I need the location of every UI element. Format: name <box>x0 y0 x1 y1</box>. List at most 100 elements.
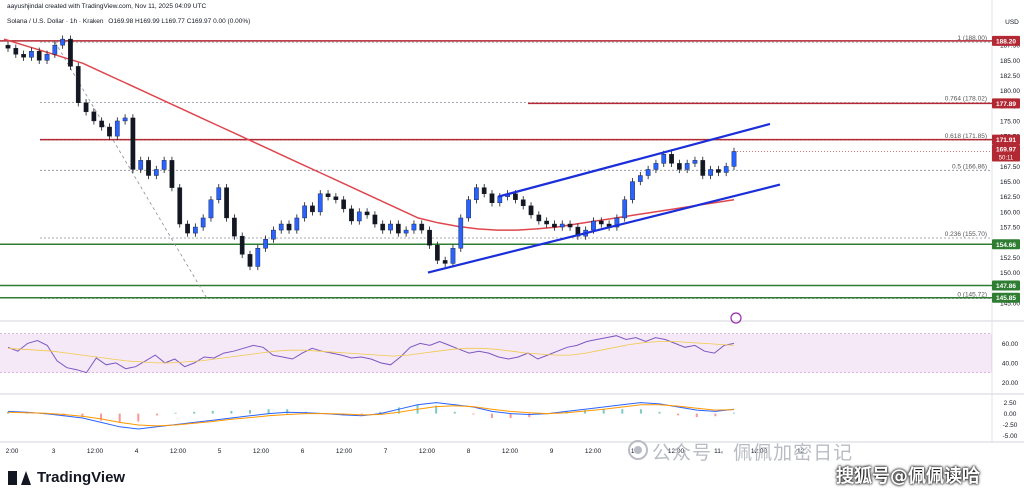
candle-body <box>700 160 706 176</box>
wechat-icon <box>628 440 648 460</box>
candle-body <box>528 205 534 216</box>
level-price-tag <box>992 239 1020 250</box>
price-tick-label: 150.00 <box>1000 270 1020 277</box>
candle-body <box>99 120 105 128</box>
rsi-tick-label: 60.00 <box>1002 341 1019 348</box>
rsi-line <box>7 335 735 374</box>
candle-body <box>395 223 401 234</box>
candle-body <box>29 51 34 58</box>
candle-body <box>731 151 737 167</box>
candle-body <box>708 169 713 176</box>
candle-body <box>349 208 354 222</box>
macd-tick-label: -5.00 <box>1003 433 1018 440</box>
candle-body <box>146 160 151 176</box>
macd-histogram-bar <box>249 410 251 414</box>
macd-histogram-bar <box>509 413 512 418</box>
candle-body <box>622 199 628 219</box>
candle-body <box>333 196 339 200</box>
watermark-small: 搜狐号@佩佩读哈 <box>836 466 980 487</box>
level-price-tag <box>992 280 1020 291</box>
time-tick-label: 12:00 <box>87 448 104 455</box>
time-tick-label: 12:00 <box>170 448 187 455</box>
candle-body <box>185 223 190 234</box>
time-axis: 2:00 3 12:00 4 12:00 5 12:00 6 12:00 7 12:00 8 12:00… <box>6 448 805 455</box>
candle-body <box>208 199 214 219</box>
macd-histogram-bar <box>714 413 717 417</box>
moving-average-line <box>3 38 735 231</box>
macd-histogram-bar <box>602 409 605 414</box>
time-tick-label: 12:00 <box>336 448 353 455</box>
price-tick-label: 182.50 <box>1000 73 1020 80</box>
candle-body <box>388 223 393 231</box>
time-tick-label: 12:00 <box>502 448 519 455</box>
macd-tick-label: 0.00 <box>1004 411 1017 418</box>
time-tick-label: 12:00 <box>751 448 768 455</box>
macd-histogram-bar <box>584 410 587 414</box>
currency-label: USD <box>1005 19 1019 26</box>
level-price-tag <box>992 292 1020 303</box>
macd-histogram-bar <box>695 413 698 418</box>
macd-histogram-bar <box>658 411 661 414</box>
time-tick-label: 12:00 <box>253 448 270 455</box>
candle-body <box>341 199 347 210</box>
candle-body <box>591 220 596 231</box>
time-tick-label: 12:00 <box>668 448 685 455</box>
candle-body <box>153 169 159 176</box>
candle-body <box>255 248 261 267</box>
rsi-tick-label: 20.00 <box>1002 380 1019 387</box>
tradingview-logo[interactable]: TradingView <box>8 469 125 486</box>
candle-body <box>239 235 245 255</box>
candle-body <box>13 47 19 55</box>
candle-body <box>442 260 448 264</box>
price-tick-label: 145.00 <box>1000 300 1020 307</box>
candle-body <box>161 160 167 170</box>
macd-histogram-bar <box>491 413 493 418</box>
candle-body <box>536 214 542 222</box>
macd-histogram-bar <box>155 413 158 416</box>
macd-histogram-bar <box>81 413 84 418</box>
price-tick-label: 175.00 <box>1000 118 1020 125</box>
candle-body <box>75 66 81 103</box>
channel-lower-line <box>427 183 781 274</box>
macd-histogram-bar <box>472 413 475 415</box>
candle-body <box>52 44 58 55</box>
current-price-countdown: 50:11 <box>999 155 1014 161</box>
candle-body <box>107 126 112 137</box>
candle-body <box>637 175 643 182</box>
macd-histogram-bar <box>621 409 624 414</box>
price-tick-label: 187.50 <box>1000 43 1020 50</box>
time-tick-label: 6 <box>301 448 305 455</box>
macd-histogram-bar <box>397 407 400 414</box>
macd-histogram-bar <box>379 411 382 414</box>
candle-body <box>372 214 378 225</box>
watermark-main: 公众号 · 佩佩加密日记 <box>652 442 854 464</box>
fib-level-label: 0 (145.72) <box>957 291 987 298</box>
candle-body <box>466 199 471 219</box>
candle-body <box>44 54 50 61</box>
candle-body <box>380 223 386 231</box>
candle-body <box>325 193 331 197</box>
ohlc-values: O169.98 H169.99 L169.77 C169.97 0.00 (0.… <box>108 18 251 25</box>
candle-body <box>481 187 487 194</box>
candle-body <box>138 160 144 170</box>
time-tick-label: 3 <box>52 448 56 455</box>
level-price-label: 154.66 <box>996 242 1016 249</box>
time-tick-label: 7 <box>384 448 388 455</box>
candle-body <box>36 51 42 61</box>
time-tick-label: 2:00 <box>6 448 19 455</box>
price-tick-label: 152.50 <box>1000 255 1020 262</box>
candle-body <box>653 163 659 170</box>
candle-body <box>286 223 292 231</box>
price-tick-label: 160.00 <box>1000 209 1020 216</box>
time-tick-label: 12:00 <box>419 448 436 455</box>
candle-body <box>177 187 183 225</box>
candle-body <box>684 163 690 170</box>
macd-histogram-bar <box>174 412 177 414</box>
candle-body <box>661 154 667 164</box>
candle-body <box>278 223 284 231</box>
candle-body <box>723 166 729 173</box>
symbol-name: Solana / U.S. Dollar · 1h · Kraken <box>7 18 104 25</box>
fib-level-label: 0.236 (155.70) <box>945 231 987 238</box>
candle-body <box>559 223 565 228</box>
